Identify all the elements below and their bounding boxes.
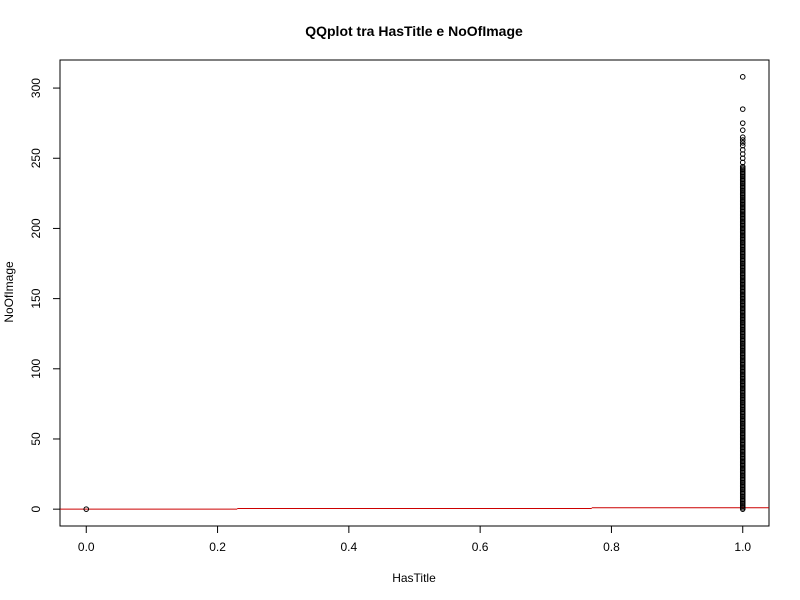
x-tick-label: 0.8: [603, 540, 620, 554]
y-tick-label: 0: [29, 506, 43, 513]
chart-title: QQplot tra HasTitle e NoOfImage: [305, 23, 523, 39]
data-point: [739, 127, 746, 133]
x-tick-label: 0.4: [341, 540, 358, 554]
x-axis: 0.0 0.2 0.4 0.6 0.8 1.0: [78, 525, 751, 554]
y-tick-label: 300: [29, 78, 43, 98]
data-point: [739, 142, 746, 149]
data-point: [739, 137, 746, 143]
plot-frame: [59, 59, 770, 527]
data-points: [83, 74, 746, 512]
x-axis-label: HasTitle: [392, 571, 436, 585]
data-point: [739, 106, 746, 112]
x-tick-label: 0.6: [472, 540, 489, 554]
reference-line: [60, 507, 769, 510]
data-point: [83, 506, 90, 512]
y-axis: 0 50 100 150 200 250 300: [29, 78, 61, 513]
x-tick-label: 1.0: [734, 540, 751, 554]
y-axis-label: NoOfImage: [2, 261, 16, 323]
data-point: [739, 120, 746, 126]
data-point: [739, 140, 746, 146]
y-tick-label: 200: [29, 218, 43, 238]
data-point: [739, 74, 746, 80]
y-tick-label: 250: [29, 148, 43, 168]
x-tick-label: 0.0: [78, 540, 95, 554]
x-tick-label: 0.2: [209, 540, 226, 554]
y-tick-label: 100: [29, 358, 43, 378]
y-tick-label: 50: [29, 432, 43, 446]
data-point: [739, 134, 746, 140]
y-tick-label: 150: [29, 288, 43, 308]
